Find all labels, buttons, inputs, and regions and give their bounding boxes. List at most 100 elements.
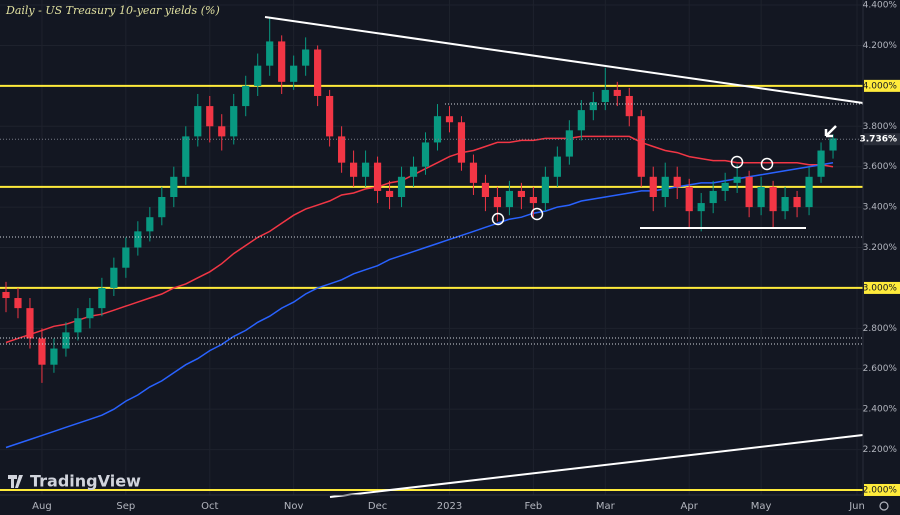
candle-body <box>86 308 94 319</box>
candle-body <box>230 106 238 137</box>
candle-body <box>373 162 382 191</box>
candle-body <box>266 41 274 66</box>
candle-body <box>529 197 537 204</box>
candle-body <box>218 126 226 137</box>
candle-body <box>673 176 681 187</box>
candle-body <box>649 176 657 198</box>
y-tick-label: 4.400% <box>863 1 898 11</box>
candle-body <box>349 162 358 177</box>
candle-body <box>122 247 130 268</box>
candle-body <box>146 217 154 232</box>
candle-body <box>565 130 573 157</box>
level-label-bg <box>864 281 900 294</box>
candle-body <box>421 142 430 167</box>
x-tick-label: Nov <box>284 501 304 512</box>
x-tick-label: Mar <box>596 501 616 512</box>
last-price-bg <box>864 133 900 146</box>
settings-icon[interactable] <box>879 501 889 511</box>
candle-body <box>517 190 525 198</box>
x-tick-label: Jun <box>848 501 865 512</box>
axis: 2.000% 2.200% 2.400% 2.600% 2.800% 3.000% 3.20… <box>32 1 900 512</box>
candle-body <box>26 308 34 339</box>
candle-body <box>721 182 729 191</box>
y-tick-label: 3.400% <box>863 203 898 213</box>
candle-body <box>206 106 214 127</box>
candle-body <box>445 116 454 123</box>
y-tick-label: 2.600% <box>863 364 898 374</box>
arrow <box>824 125 837 138</box>
y-tick-label: 3.600% <box>863 162 898 172</box>
candle-body <box>397 176 406 198</box>
candle-body <box>793 197 801 208</box>
x-tick-label: Oct <box>201 501 218 512</box>
y-tick-label: 4.000% <box>863 81 898 91</box>
level-label-bg <box>864 79 900 92</box>
candle-body <box>194 106 202 137</box>
candle-body <box>302 49 310 66</box>
moving-average <box>5 135 834 344</box>
candle-body <box>637 116 645 177</box>
last-price-label: 3.736% <box>860 135 898 145</box>
candle-body <box>469 162 478 183</box>
x-tick-label: Dec <box>368 501 387 512</box>
x-tick-label: May <box>751 501 772 512</box>
candle-body <box>361 162 370 177</box>
marker-circle <box>760 157 774 171</box>
candle-body <box>326 95 334 137</box>
chart-title: Daily - US Treasury 10-year yields (%) <box>5 4 220 17</box>
y-tick-label: 2.200% <box>863 445 898 455</box>
candle-body <box>745 176 753 208</box>
candle-body <box>14 298 22 309</box>
candle-body <box>50 348 58 365</box>
candle-body <box>385 190 394 198</box>
candle-body <box>769 186 777 212</box>
level-label-bg <box>864 483 900 496</box>
candle-body <box>685 186 693 212</box>
candle-body <box>158 197 166 218</box>
candle-body <box>829 138 837 151</box>
candle-body <box>170 176 178 198</box>
candle-body <box>134 231 142 248</box>
candle-body <box>661 176 669 198</box>
x-tick-label: Aug <box>32 501 52 512</box>
candle-body <box>409 166 418 177</box>
candle-body <box>433 116 442 143</box>
candle-body <box>182 136 190 177</box>
trend-line <box>329 434 864 498</box>
candle-body <box>541 176 549 204</box>
candle-body <box>625 95 633 117</box>
logo: TradingView <box>8 472 141 491</box>
candle-body <box>781 197 789 212</box>
candle-body <box>601 89 609 103</box>
x-tick-label: 2023 <box>437 501 462 512</box>
y-tick-label: 2.400% <box>863 405 898 415</box>
candle-body <box>757 186 765 208</box>
candle-body <box>709 190 717 204</box>
candle-body <box>817 150 825 177</box>
candle-body <box>2 291 10 299</box>
y-tick-label: 3.200% <box>863 243 898 253</box>
candle-body <box>98 287 106 309</box>
candle-body <box>110 267 118 288</box>
y-tick-label: 3.800% <box>863 122 898 132</box>
candle-body <box>553 156 561 177</box>
plot <box>0 17 863 491</box>
candle-body <box>733 176 741 183</box>
logo-icon <box>8 475 23 488</box>
moving-average <box>5 161 834 449</box>
x-tick-label: Apr <box>681 501 699 512</box>
candle-body <box>697 203 705 212</box>
trend-line <box>264 16 864 104</box>
annotations <box>0 16 864 498</box>
x-tick-label: Sep <box>116 501 135 512</box>
candle-body <box>613 89 621 96</box>
candle-body <box>290 65 298 82</box>
candle-body <box>457 122 466 163</box>
candle-body <box>62 332 70 349</box>
candle-body <box>254 65 262 86</box>
y-tick-label: 4.200% <box>863 41 898 51</box>
candle-body <box>278 41 286 82</box>
candle-body <box>338 136 346 163</box>
